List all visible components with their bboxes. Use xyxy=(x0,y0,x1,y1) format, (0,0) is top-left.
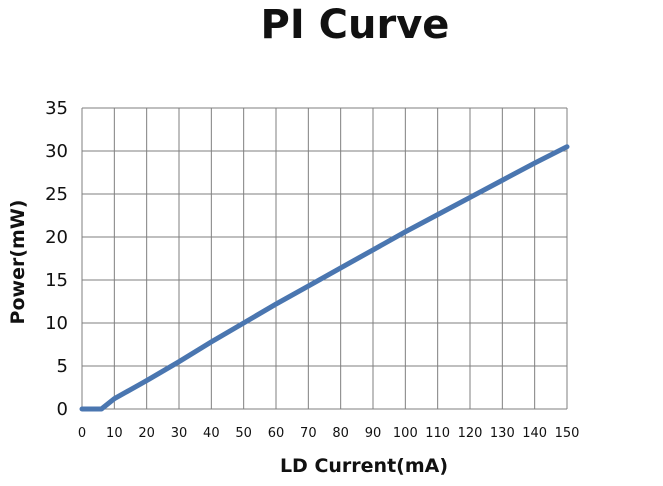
x-tick-label: 60 xyxy=(268,426,285,441)
y-tick-label: 5 xyxy=(57,356,68,377)
x-tick-label: 120 xyxy=(458,426,483,441)
y-tick-label: 20 xyxy=(45,227,68,248)
x-tick-label: 20 xyxy=(138,426,155,441)
y-tick-label: 10 xyxy=(45,313,68,334)
x-axis-label: LD Current(mA) xyxy=(280,455,448,477)
x-tick-label: 130 xyxy=(490,426,515,441)
x-tick-label: 30 xyxy=(171,426,188,441)
x-tick-label: 50 xyxy=(235,426,252,441)
y-tick-label: 30 xyxy=(45,141,68,162)
y-axis-label: Power(mW) xyxy=(7,200,29,325)
tick-labels: 0 10 20 30 40 50 60 70 80 90 100 110 120 130 140 150 0 5 1… xyxy=(45,98,579,441)
series-layer xyxy=(79,144,570,412)
x-tick-label: 100 xyxy=(393,426,418,441)
x-tick-label: 90 xyxy=(365,426,382,441)
x-tick-label: 10 xyxy=(106,426,123,441)
y-tick-label: 35 xyxy=(45,98,68,119)
series-line xyxy=(79,144,570,412)
chart-title: PI Curve xyxy=(261,2,450,48)
x-tick-label: 0 xyxy=(78,426,86,441)
x-tick-label: 40 xyxy=(203,426,220,441)
x-tick-label: 70 xyxy=(300,426,317,441)
y-tick-label: 25 xyxy=(45,184,68,205)
x-tick-label: 140 xyxy=(522,426,547,441)
x-tick-label: 150 xyxy=(555,426,580,441)
x-tick-label: 80 xyxy=(332,426,349,441)
y-tick-label: 0 xyxy=(57,399,68,420)
y-tick-label: 15 xyxy=(45,270,68,291)
x-tick-label: 110 xyxy=(425,426,450,441)
grid xyxy=(81,107,568,410)
